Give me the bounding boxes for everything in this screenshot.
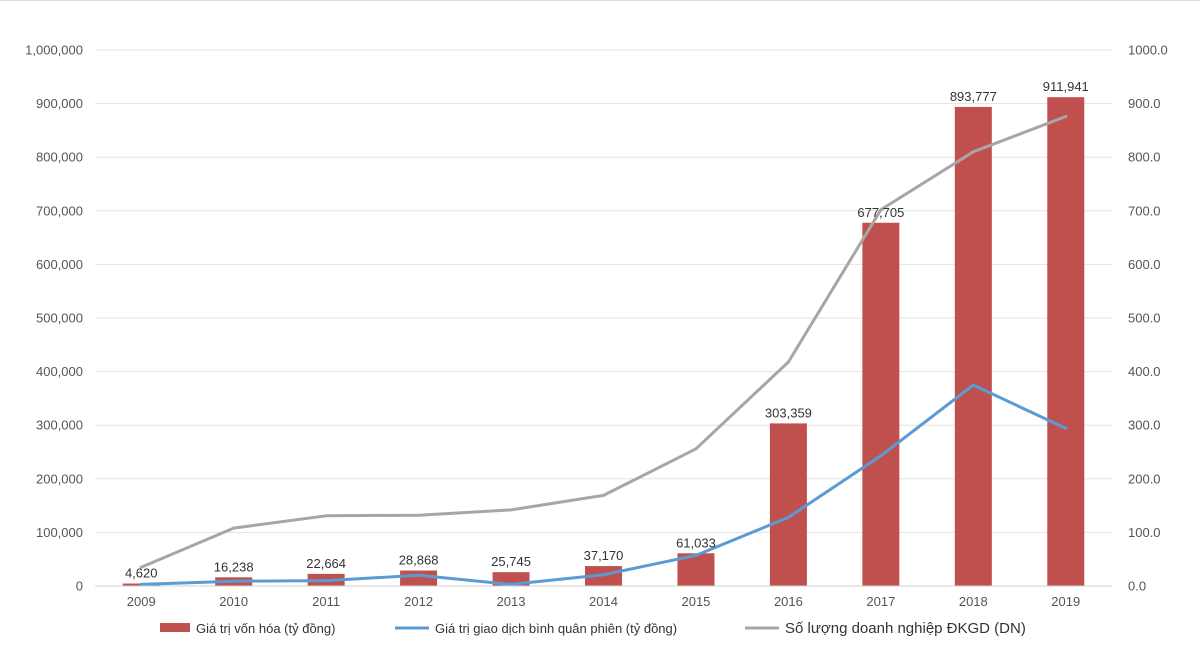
right-tick-label: 200.0 bbox=[1128, 471, 1161, 486]
trading-value-point-2012 bbox=[417, 573, 421, 577]
company-count-point-2011 bbox=[324, 514, 328, 518]
x-tick-label-2010: 2010 bbox=[219, 594, 248, 609]
x-tick-label-2011: 2011 bbox=[312, 594, 340, 609]
left-tick-label: 900,000 bbox=[36, 96, 83, 111]
right-tick-label: 400.0 bbox=[1128, 364, 1161, 379]
bar-2018 bbox=[954, 106, 992, 586]
left-tick-label: 700,000 bbox=[36, 203, 83, 218]
right-tick-label: 0.0 bbox=[1128, 579, 1146, 594]
legend-label: Số lượng doanh nghiệp ĐKGD (DN) bbox=[785, 620, 1026, 637]
data-label-2015: 61,033 bbox=[676, 535, 716, 550]
company-count-point-2015 bbox=[694, 447, 698, 451]
legend-label: Giá trị giao dịch bình quân phiên (tỷ đồ… bbox=[435, 621, 677, 636]
x-tick-label-2017: 2017 bbox=[866, 594, 895, 609]
right-tick-label: 600.0 bbox=[1128, 257, 1161, 272]
right-tick-label: 1000.0 bbox=[1128, 43, 1168, 58]
company-count-point-2013 bbox=[509, 508, 513, 512]
legend-company-count: Số lượng doanh nghiệp ĐKGD (DN) bbox=[745, 620, 1026, 637]
x-tick-label-2013: 2013 bbox=[497, 594, 526, 609]
data-label-2016: 303,359 bbox=[765, 405, 812, 420]
company-count-point-2019 bbox=[1064, 114, 1068, 118]
legend-trading-value: Giá trị giao dịch bình quân phiên (tỷ đồ… bbox=[395, 621, 677, 636]
left-y-axis: 0 100,000 200,000 300,000 400,000 500,000 600,… bbox=[25, 43, 83, 594]
x-tick-label-2014: 2014 bbox=[589, 594, 618, 609]
left-tick-label: 600,000 bbox=[36, 257, 83, 272]
x-tick-label-2016: 2016 bbox=[774, 594, 803, 609]
x-tick-label-2019: 2019 bbox=[1051, 594, 1080, 609]
left-tick-label: 300,000 bbox=[36, 418, 83, 433]
trading-value-point-2019 bbox=[1064, 426, 1068, 430]
company-count-point-2012 bbox=[417, 513, 421, 517]
x-axis: 2009 2010 2011 2012 2013 2014 2015 2016 2017 2018… bbox=[95, 585, 1112, 609]
trading-value-point-2018 bbox=[971, 383, 975, 387]
right-tick-label: 900.0 bbox=[1128, 96, 1161, 111]
company-count-point-2018 bbox=[971, 150, 975, 154]
data-label-2010: 16,238 bbox=[214, 559, 254, 574]
legend-label: Giá trị vốn hóa (tỷ đồng) bbox=[196, 621, 335, 636]
trading-value-point-2017 bbox=[879, 454, 883, 458]
data-label-2012: 28,868 bbox=[399, 553, 439, 568]
company-count-point-2017 bbox=[879, 208, 883, 212]
company-count-point-2010 bbox=[232, 526, 236, 530]
data-label-2017: 677,705 bbox=[857, 205, 904, 220]
company-count-point-2014 bbox=[602, 493, 605, 497]
bar-2016 bbox=[769, 423, 807, 586]
right-y-axis: 0.0 100.0 200.0 300.0 400.0 500.0 600.0 700.0 80… bbox=[1128, 43, 1168, 594]
data-label-2019: 911,941 bbox=[1043, 79, 1089, 94]
left-tick-label: 100,000 bbox=[36, 525, 83, 540]
data-label-2018: 893,777 bbox=[950, 89, 997, 104]
right-tick-label: 100.0 bbox=[1128, 525, 1161, 540]
bar-2017 bbox=[862, 222, 900, 586]
x-tick-label-2015: 2015 bbox=[681, 594, 710, 609]
data-label-2014: 37,170 bbox=[584, 548, 624, 563]
company-count-point-2016 bbox=[786, 360, 790, 364]
trading-value-point-2010 bbox=[232, 579, 236, 583]
right-tick-label: 500.0 bbox=[1128, 311, 1161, 326]
left-tick-label: 400,000 bbox=[36, 364, 83, 379]
trading-value-point-2013 bbox=[509, 582, 513, 586]
legend-market-cap: Giá trị vốn hóa (tỷ đồng) bbox=[160, 621, 335, 636]
line-series bbox=[139, 114, 1068, 586]
legend: Giá trị vốn hóa (tỷ đồng) Giá trị giao dị… bbox=[160, 620, 1026, 637]
data-label-2009: 4,620 bbox=[125, 566, 158, 581]
x-tick-label-2012: 2012 bbox=[404, 594, 433, 609]
trading-value-point-2014 bbox=[602, 573, 605, 577]
bar-series bbox=[122, 97, 1085, 587]
trading-value-point-2015 bbox=[694, 553, 698, 557]
right-tick-label: 300.0 bbox=[1128, 418, 1161, 433]
data-labels: 4,620 16,238 22,664 28,868 25,745 37,170 61,03… bbox=[125, 79, 1089, 580]
company-count-line bbox=[139, 115, 1068, 569]
left-tick-label: 1,000,000 bbox=[25, 43, 83, 58]
x-tick-label-2018: 2018 bbox=[959, 594, 988, 609]
legend-swatch bbox=[160, 623, 190, 632]
right-tick-label: 700.0 bbox=[1128, 203, 1161, 218]
left-tick-label: 500,000 bbox=[36, 311, 83, 326]
left-tick-label: 0 bbox=[76, 579, 83, 594]
trading-value-point-2009 bbox=[139, 582, 143, 586]
bar-2019 bbox=[1047, 97, 1085, 587]
data-label-2013: 25,745 bbox=[491, 554, 531, 569]
left-tick-label: 200,000 bbox=[36, 471, 83, 486]
bar-2012 bbox=[400, 570, 438, 586]
x-tick-label-2009: 2009 bbox=[127, 594, 156, 609]
trading-value-point-2011 bbox=[324, 579, 328, 583]
data-label-2011: 22,664 bbox=[306, 556, 346, 571]
company-count-point-2009 bbox=[139, 565, 143, 569]
left-tick-label: 800,000 bbox=[36, 150, 83, 165]
right-tick-label: 800.0 bbox=[1128, 150, 1161, 165]
trading-value-point-2016 bbox=[786, 515, 790, 519]
